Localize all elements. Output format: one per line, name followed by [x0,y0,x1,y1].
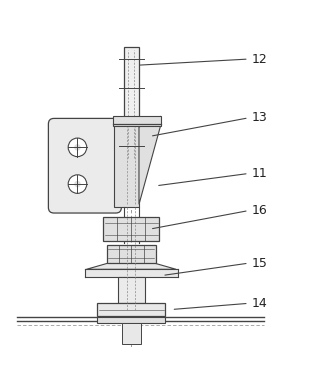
Bar [114,124,139,207]
Circle shape [74,181,81,187]
Bar [97,317,165,323]
Bar [97,303,165,316]
Bar [113,116,161,126]
Bar [118,277,145,303]
Text: 16: 16 [252,204,268,217]
Polygon shape [86,263,176,269]
Bar [85,269,178,277]
Text: 12: 12 [252,53,268,66]
FancyBboxPatch shape [48,118,121,213]
Circle shape [68,175,87,194]
Text: 13: 13 [252,111,268,124]
Text: 15: 15 [252,257,268,270]
Bar [122,323,140,344]
Circle shape [74,144,81,151]
Bar [124,47,139,161]
Bar [106,245,156,263]
Bar [104,217,159,242]
Polygon shape [139,116,161,204]
Text: 11: 11 [252,167,268,180]
Circle shape [68,138,87,157]
Text: 14: 14 [252,297,268,310]
